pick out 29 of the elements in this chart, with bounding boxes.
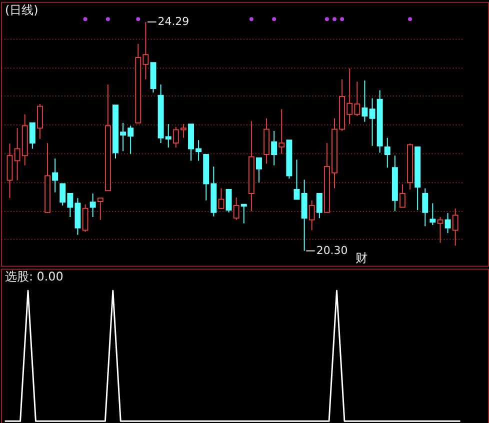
candlestick: [452, 208, 458, 246]
candlestick: [316, 192, 322, 219]
candlestick: [362, 80, 368, 122]
candlestick: [422, 188, 428, 227]
candlestick: [271, 130, 278, 166]
annotation: 财: [356, 250, 368, 265]
chart-title: (日线): [4, 2, 38, 17]
candlestick: [384, 137, 390, 168]
candlestick: [218, 188, 224, 210]
candlestick: [97, 198, 104, 220]
candlestick: [294, 159, 300, 200]
candlestick: [278, 108, 285, 154]
candlestick: [52, 158, 58, 193]
candlestick: [82, 204, 88, 232]
candlestick: [308, 200, 315, 231]
candlestick: [36, 103, 43, 140]
annotation: 24.29: [158, 14, 190, 28]
candlestick: [29, 122, 36, 150]
candlestick: [437, 216, 444, 244]
candlestick: [399, 184, 406, 208]
candlestick: [226, 188, 232, 213]
annotation: 20.30: [316, 244, 348, 257]
candlestick: [430, 202, 436, 226]
chart-title: 选股: 0.00: [4, 270, 64, 284]
candlestick: [256, 157, 262, 184]
candlestick: [233, 197, 240, 220]
candlestick: [240, 204, 247, 224]
candlestick: [444, 212, 451, 234]
candlestick: [90, 192, 96, 218]
